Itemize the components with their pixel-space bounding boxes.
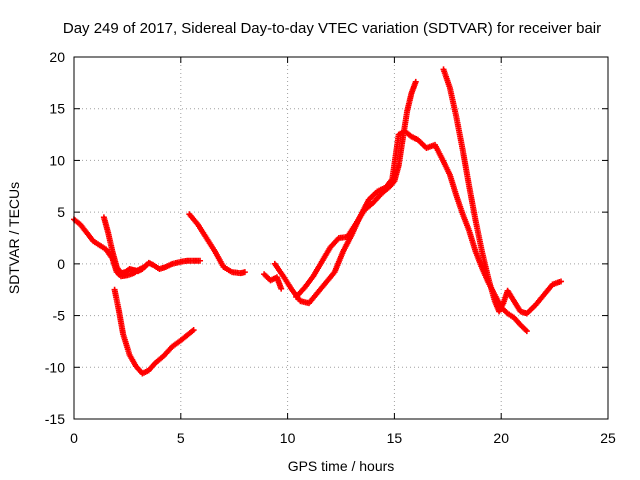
y-axis-label: SDTVAR / TECUs: [6, 182, 22, 294]
data-point: [197, 257, 204, 264]
data-point: [278, 285, 285, 292]
grid-lines: [74, 57, 608, 419]
data-point: [523, 328, 530, 335]
chart-title: Day 249 of 2017, Sidereal Day-to-day VTE…: [63, 20, 601, 37]
x-tick-label: 20: [493, 430, 509, 446]
x-tick-label: 0: [70, 430, 78, 446]
y-tick-label: 15: [49, 101, 65, 117]
plot-frame: [73, 56, 609, 420]
series-arc-2: [100, 214, 150, 277]
series-arc-3: [111, 286, 197, 377]
data-point: [143, 261, 150, 268]
data-point: [190, 327, 197, 334]
data-point: [412, 78, 419, 85]
x-axis-label: GPS time / hours: [288, 458, 395, 474]
y-tick-label: -10: [45, 359, 65, 375]
y-tick-label: 10: [49, 152, 65, 168]
y-tick-label: 5: [57, 204, 65, 220]
series-arc-8: [440, 66, 565, 317]
data-points: [71, 66, 565, 377]
y-tick-label: 20: [49, 49, 65, 65]
y-tick-labels: -15 -10 -5 0 5 10 15 20: [45, 49, 65, 427]
x-tick-label: 5: [177, 430, 185, 446]
series-arc-7: [293, 78, 419, 300]
y-tick-label: -5: [53, 308, 66, 324]
x-tick-label: 15: [387, 430, 403, 446]
series-arc-4: [186, 211, 248, 277]
data-point: [558, 278, 565, 285]
y-tick-label: 0: [57, 256, 65, 272]
x-tick-label: 25: [600, 430, 616, 446]
x-tick-label: 10: [280, 430, 296, 446]
data-point: [241, 269, 248, 276]
x-tick-labels: 0 5 10 15 20 25: [70, 430, 616, 446]
series-arc-5: [261, 271, 285, 292]
y-tick-label: -15: [45, 411, 65, 427]
